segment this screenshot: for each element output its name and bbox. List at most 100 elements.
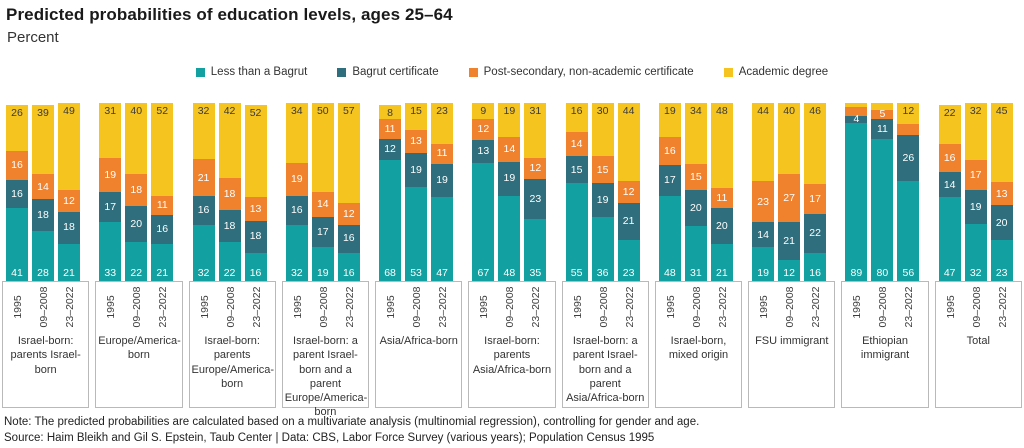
- stacked-bar: 34 15 20 31: [684, 103, 707, 281]
- group-label-box: 1995 09–2008 23–2022 Israel-born: parents I…: [2, 281, 90, 408]
- bar-value-label: 18: [249, 230, 262, 243]
- legend-item: Less than a Bagrut: [195, 66, 308, 78]
- bar-value-label: 16: [570, 105, 583, 118]
- legend-item-label: Less than a Bagrut: [210, 66, 308, 78]
- bar-value-label: 23: [757, 195, 769, 208]
- bar-value-label: 50: [316, 105, 329, 118]
- bar-segment: 57: [337, 103, 360, 204]
- bar-segment: 11: [379, 119, 402, 139]
- bar-value-label: 35: [529, 266, 542, 279]
- bar-segment: 19: [498, 103, 521, 137]
- year-label-text: 09–2008: [38, 286, 50, 328]
- bar-group: 26 16 16 41 39 14 18 28 49 12 18 21 1995 09–2008 23–20…: [2, 103, 90, 408]
- bar-value-label: 45: [995, 104, 1008, 117]
- year-label: 09–2008: [499, 282, 521, 332]
- legend-swatch-icon: [337, 67, 347, 77]
- bar-segment: 16: [804, 252, 827, 281]
- year-label-text: 23–2022: [716, 286, 729, 328]
- stacked-bar: 40 18 20 22: [125, 103, 148, 281]
- stacked-bar-chart: 26 16 16 41 39 14 18 28 49 12 18 21 1995 09–2008 23–20…: [2, 102, 1022, 418]
- bar-value-label: 22: [809, 227, 821, 240]
- bar-value-label: 47: [943, 266, 956, 279]
- bar-value-label: 67: [477, 266, 490, 279]
- bar-value-label: 16: [342, 266, 355, 279]
- year-labels: 1995 09–2008 23–2022: [190, 282, 275, 332]
- bar-value-label: 34: [690, 105, 702, 118]
- bar-value-label: 18: [223, 219, 236, 232]
- stacked-bar: 40 27 21 12: [778, 103, 801, 281]
- bar-value-label: 21: [716, 266, 728, 279]
- bar-value-label: 19: [664, 105, 676, 118]
- year-label-text: 09–2008: [411, 286, 424, 328]
- year-label: 23–2022: [619, 282, 641, 332]
- bar-segment: 30: [591, 103, 614, 157]
- bar-set: 16 14 15 55 30 15 19 36 44 12 21 23: [562, 103, 649, 281]
- stacked-bar: 45 13 20 23: [990, 102, 1013, 281]
- bar-value-label: 52: [249, 106, 262, 119]
- bar-segment: 12: [472, 118, 495, 141]
- bar-value-label: 14: [316, 198, 329, 211]
- bar-segment: 32: [192, 103, 215, 160]
- group-label-box: 1995 09–2008 23–2022 Ethiopian immigrant: [841, 281, 929, 408]
- bar-value-label: 21: [63, 266, 75, 279]
- bar-value-label: 12: [384, 143, 396, 156]
- bar-segment: 11: [151, 195, 174, 216]
- year-label-text: 09–2008: [877, 286, 890, 328]
- bar-value-label: 30: [596, 105, 609, 118]
- group-label: Israel-born, mixed origin: [668, 335, 729, 362]
- bar-segment: 14: [32, 174, 54, 200]
- bar-value-label: 11: [156, 199, 168, 212]
- year-label: 1995: [567, 282, 589, 332]
- year-label: 23–2022: [525, 282, 547, 332]
- bar-segment: 18: [125, 174, 148, 207]
- year-labels: 1995 09–2008 23–2022: [3, 282, 88, 332]
- bar-segment: 14: [498, 136, 521, 162]
- bar-value-label: 19: [290, 173, 303, 186]
- bar-segment: 16: [192, 196, 215, 225]
- stacked-bar: 5 11 80: [871, 103, 894, 281]
- year-label-text: 23–2022: [64, 286, 76, 328]
- stacked-bar: 57 12 16 16: [337, 103, 360, 281]
- group-label: Israel-born: a parent Israel-born and a …: [284, 335, 368, 419]
- bar-set: 26 16 16 41 39 14 18 28 49 12 18 21: [2, 103, 89, 281]
- bar-segment: 19: [591, 183, 614, 217]
- bar-value-label: 39: [37, 106, 49, 119]
- bar-segment: 17: [804, 184, 827, 215]
- bar-value-label: 34: [290, 105, 303, 117]
- bar-value-label: 47: [436, 266, 448, 279]
- bar-value-label: 44: [622, 105, 635, 118]
- year-label-text: 09–2008: [690, 286, 703, 328]
- year-label: 1995: [194, 282, 216, 332]
- year-label-text: 1995: [851, 295, 864, 319]
- stacked-bar: 48 11 20 21: [710, 103, 733, 281]
- bar-value-label: 26: [902, 151, 915, 164]
- bar-value-label: 15: [690, 170, 702, 183]
- bar-group: 44 23 14 19 40 27 21 12 46 17 22 16 1995 09–2008 23–20…: [748, 103, 836, 408]
- bar-segment: 14: [752, 222, 775, 248]
- bar-value-label: 11: [876, 122, 888, 135]
- year-labels: 1995 09–2008 23–2022: [376, 282, 461, 332]
- stacked-bar: 52 13 18 16: [244, 103, 267, 281]
- year-label: 23–2022: [805, 282, 827, 332]
- stacked-bar: 16 14 15 55: [565, 103, 588, 281]
- bar-segment: 68: [379, 160, 402, 281]
- bar-value-label: 21: [197, 171, 210, 184]
- year-label-text: 09–2008: [597, 286, 610, 328]
- bar-groups-row: 26 16 16 41 39 14 18 28 49 12 18 21 1995 09–2008 23–20…: [2, 102, 1022, 418]
- bar-value-label: 16: [11, 187, 23, 200]
- bar-segment: 44: [617, 103, 640, 182]
- year-label-text: 23–2022: [623, 286, 636, 328]
- bar-value-label: 23: [995, 266, 1008, 279]
- bar-set: 22 16 14 47 32 17 19 32 45 13 20 23: [935, 102, 1022, 281]
- bar-segment: 28: [32, 231, 54, 281]
- bar-segment: 9: [472, 103, 495, 119]
- bar-segment: 14: [938, 172, 961, 198]
- bar-segment: 20: [710, 208, 733, 244]
- year-label: 09–2008: [126, 282, 148, 332]
- bar-segment: 35: [524, 219, 547, 281]
- bar-segment: 8: [379, 104, 402, 120]
- year-label-text: 1995: [105, 295, 118, 319]
- bar-segment: 42: [218, 103, 241, 178]
- bar-value-label: 18: [63, 221, 75, 234]
